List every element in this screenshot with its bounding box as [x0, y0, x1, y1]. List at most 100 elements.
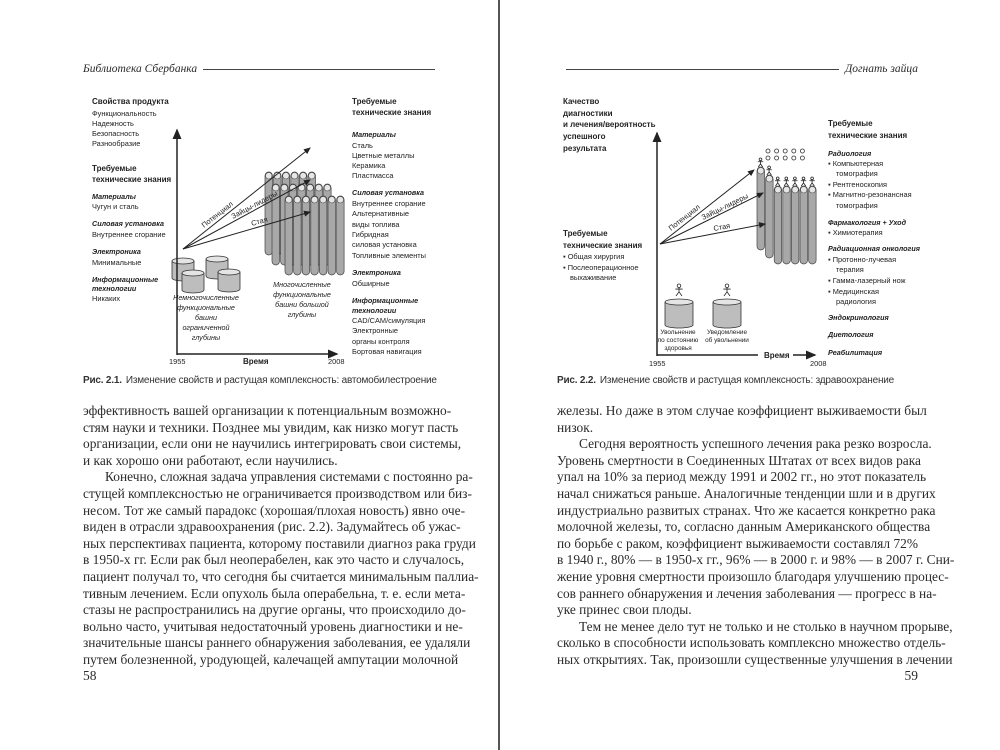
- text-line: жение уровня смертности произошло благод…: [557, 568, 949, 584]
- legend-item: Обширные: [352, 279, 390, 288]
- tower: [319, 195, 328, 276]
- body-text-left: эффективность вашей организации к потенц…: [83, 403, 479, 669]
- legend-subheading: Фармакология + Уход: [828, 218, 907, 227]
- y-axis-title: Качество: [563, 97, 599, 106]
- text-line: виден в отрасли здравоохранения (рис. 2.…: [83, 519, 461, 535]
- running-head-right: Догнать зайца: [560, 63, 918, 75]
- legend-item: Функциональность: [92, 109, 157, 118]
- text-line: Конечно, сложная задача управления систе…: [105, 469, 473, 485]
- legend-item: Топливные элементы: [352, 251, 426, 260]
- x-axis-label: Время: [243, 357, 269, 366]
- legend-subheading: Радиология: [828, 149, 872, 158]
- dot-icon: [800, 148, 805, 154]
- tower: [327, 195, 336, 276]
- text-line: тивным лечением. Если опухоль была опера…: [83, 585, 466, 601]
- x-axis-label: Время: [764, 351, 790, 360]
- text-line: железы. Но даже в этом случае коэффициен…: [557, 403, 927, 418]
- text-line: в 1940 г., 80% — в 1950-х гг., 96% — в 2…: [557, 552, 955, 568]
- legend-item: органы контроля: [352, 337, 410, 346]
- running-head-left: Библиотека Сбербанка: [83, 63, 441, 75]
- dot-icon: [782, 148, 788, 154]
- legend-item: ▪ Общая хирургия: [563, 252, 624, 261]
- person-icon: [766, 165, 772, 176]
- text-line: индустриально развитых странах. Что же к…: [557, 502, 936, 518]
- text-line: несом. Тот же самый парадокс (хорошая/пл…: [83, 502, 466, 518]
- arrow-potential: [182, 147, 311, 250]
- legend-subheading: Материалы: [352, 130, 397, 139]
- tower: [791, 185, 800, 265]
- legend-item: виды топлива: [352, 220, 400, 229]
- legend-subheading: Эндокринология: [828, 313, 889, 322]
- person-icon: [775, 176, 781, 187]
- legend-subheading: Электроника: [352, 268, 401, 277]
- legend-item: Сталь: [352, 141, 373, 150]
- legend-item: ▪ Протонно-лучевая: [828, 255, 896, 264]
- towers-caption: башни большой: [275, 300, 329, 309]
- legend-item: ▪ Послеоперационное: [563, 263, 639, 272]
- dot-icon: [791, 148, 797, 154]
- arrow-label: Стая: [713, 221, 731, 233]
- towers-caption: глубины: [192, 333, 221, 342]
- running-head-title: Библиотека Сбербанка: [83, 63, 198, 75]
- legend-heading: технические знания: [352, 108, 432, 117]
- legend-item: Надежность: [92, 119, 134, 128]
- text-line: упал на 10% за период между 1991 и 2002 …: [557, 469, 927, 485]
- arrow-potential: [659, 169, 755, 245]
- person-icon: [792, 176, 798, 187]
- running-head-title: Догнать зайца: [844, 63, 918, 75]
- legend-item: ▪ Медицинская: [828, 287, 879, 296]
- cylinder: [664, 298, 694, 329]
- tower: [271, 183, 280, 266]
- legend-item: Безопасность: [92, 129, 139, 138]
- legend-subheading: Материалы: [92, 192, 137, 201]
- legend-heading: Требуемые: [352, 97, 397, 106]
- legend-subheading: Реабилитация: [828, 348, 883, 357]
- x-tick-label: 1955: [649, 359, 665, 368]
- right-knowledge-legend: Требуемые технические знания Радиология …: [827, 119, 921, 357]
- text-line: стущей комплексностью не ограничивается …: [83, 485, 472, 501]
- legend-item: Бортовая навигация: [352, 347, 422, 356]
- legend-subheading: Электроника: [92, 247, 141, 256]
- cylinder-caption: Увольнение: [660, 329, 696, 336]
- figure-caption: Рис. 2.2. Изменение свойств и растущая ко…: [557, 375, 894, 386]
- legend-item: ▪ Рентгеноскопия: [828, 180, 887, 189]
- legend-item: томография: [836, 169, 878, 178]
- person-icon: [783, 176, 789, 187]
- legend-item: томография: [836, 201, 878, 210]
- text-line: Тем не менее дело тут не только и не сто…: [579, 618, 953, 634]
- body-text-right: железы. Но даже в этом случае коэффициен…: [557, 403, 955, 669]
- legend-item: Гибридная: [352, 230, 389, 239]
- arrow-pack: [182, 210, 311, 250]
- tall-towers: [756, 148, 817, 265]
- y-axis-title: успешного: [563, 132, 606, 141]
- book-gutter: [498, 0, 500, 750]
- text-line: в 1950-х гг. Если рак был неоперабелен, …: [83, 552, 465, 568]
- legend-subheading: Информационные: [92, 275, 158, 284]
- towers-caption: функциональные: [177, 303, 235, 312]
- towers-caption: Многочисленные: [273, 280, 331, 289]
- text-line: Сегодня вероятность успешного лечения ра…: [579, 436, 932, 452]
- arrow-label: Стая: [250, 215, 269, 228]
- figure-caption-text: Изменение свойств и растущая комплекснос…: [599, 375, 895, 386]
- text-line: по борьбе с раком, коэффициент выживаемо…: [557, 535, 918, 551]
- tower: [782, 185, 791, 265]
- dot-icon: [782, 155, 788, 161]
- towers-caption: ограниченной: [182, 323, 229, 332]
- x-tick-label: 1955: [169, 357, 185, 366]
- arrow-label: Потенциал: [667, 202, 702, 232]
- text-line: значительные шансы раннего обнаружения з…: [83, 635, 471, 651]
- cylinder: [217, 268, 241, 293]
- legend-item: CAD/CAM/симуляция: [352, 316, 425, 325]
- legend-heading: технические знания: [92, 175, 172, 184]
- towers-caption: Немногочисленные: [173, 293, 239, 302]
- text-line: ных открытиях. Так, произошли существенн…: [557, 651, 953, 667]
- tower: [808, 185, 817, 265]
- legend-item: Альтернативные: [352, 209, 409, 218]
- dot-icon: [800, 155, 805, 161]
- text-line: начал снижаться раньше. Аналогичные тенд…: [557, 485, 936, 501]
- towers-caption: глубины: [288, 310, 317, 319]
- dot-icon: [765, 148, 771, 154]
- legend-item: выхаживание: [570, 273, 616, 282]
